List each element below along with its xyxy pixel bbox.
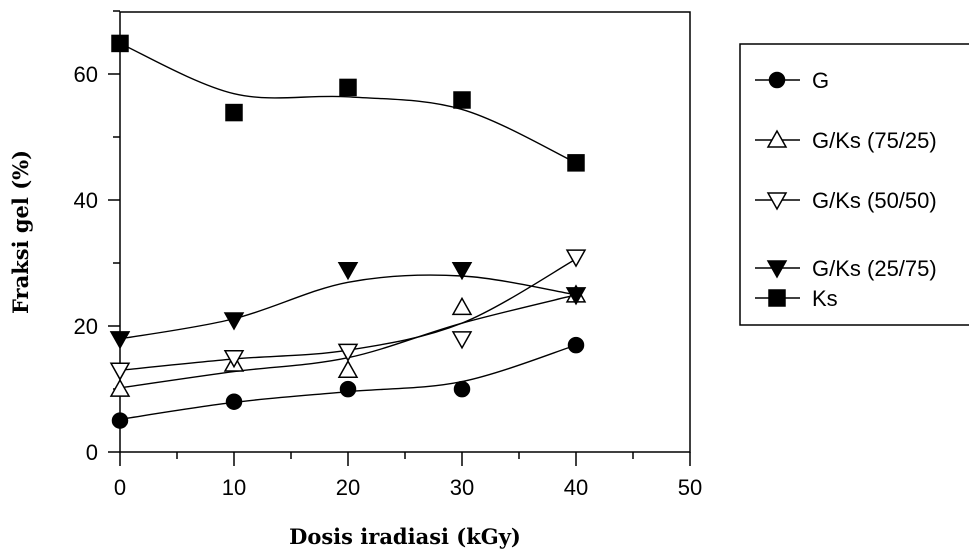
data-point-g-ks-25-75 <box>223 312 245 331</box>
data-point-g <box>567 336 585 354</box>
data-point-g <box>453 380 471 398</box>
data-point-ks <box>567 154 585 172</box>
data-point-g-ks-50-50 <box>451 331 473 350</box>
data-point-g <box>225 393 243 410</box>
x-tick-label: 0 <box>114 475 126 500</box>
legend-label-gks-25-75: G/Ks (25/75) <box>812 256 937 281</box>
x-axis: 0 10 20 30 40 50 <box>114 452 702 500</box>
legend: G G/Ks (75/25) G/Ks (50/50) G/Ks (25/75)… <box>739 43 969 326</box>
data-point-ks <box>111 34 129 53</box>
plot-frame <box>119 11 691 453</box>
data-point-g-ks-75-25 <box>109 378 131 397</box>
y-tick-label: 0 <box>86 440 98 465</box>
legend-label-g: G <box>812 68 829 93</box>
legend-symbols <box>755 71 800 307</box>
x-tick-label: 40 <box>564 475 588 500</box>
y-tick-label: 60 <box>74 62 98 87</box>
legend-marker-g-ks-75-25 <box>766 129 788 148</box>
x-tick-label: 30 <box>450 475 474 500</box>
legend-marker-g <box>768 71 786 89</box>
data-point-ks <box>225 103 243 122</box>
data-point-g <box>111 412 129 429</box>
legend-marker-ks <box>768 289 786 307</box>
data-point-g-ks-25-75 <box>109 331 131 350</box>
x-tick-label: 20 <box>336 475 360 500</box>
legend-box <box>739 43 969 326</box>
legend-label-ks: Ks <box>812 286 838 311</box>
data-point-g-ks-75-25 <box>337 359 359 379</box>
legend-marker-g-ks-25-75 <box>766 260 788 279</box>
data-markers <box>109 34 587 429</box>
data-point-g-ks-50-50 <box>337 343 359 362</box>
y-tick-label: 40 <box>74 188 98 213</box>
legend-label-gks-50-50: G/Ks (50/50) <box>812 188 937 213</box>
x-tick-label: 10 <box>222 475 246 500</box>
data-point-g-ks-25-75 <box>337 261 359 281</box>
fit-curve-ks <box>119 42 577 164</box>
data-point-g-ks-50-50 <box>223 349 245 369</box>
data-point-ks <box>339 78 357 97</box>
data-point-g-ks-50-50 <box>565 249 587 268</box>
data-point-g-ks-25-75 <box>565 287 587 306</box>
x-axis-title: Dosis iradiasi (kGy) <box>289 524 521 549</box>
fit-curve-g-ks-25-75 <box>119 274 577 340</box>
legend-label-gks-75-25: G/Ks (75/25) <box>812 128 937 153</box>
data-point-g-ks-75-25 <box>451 296 473 316</box>
data-point-g-ks-50-50 <box>109 362 131 381</box>
data-point-g <box>339 380 357 398</box>
legend-marker-g-ks-50-50 <box>766 192 788 211</box>
data-point-ks <box>453 91 471 109</box>
y-tick-label: 20 <box>74 314 98 339</box>
y-axis: 0 20 40 60 <box>74 10 120 465</box>
y-axis-title: Fraksi gel (%) <box>8 150 33 314</box>
x-tick-label: 50 <box>678 475 702 500</box>
data-point-g-ks-25-75 <box>451 261 473 281</box>
